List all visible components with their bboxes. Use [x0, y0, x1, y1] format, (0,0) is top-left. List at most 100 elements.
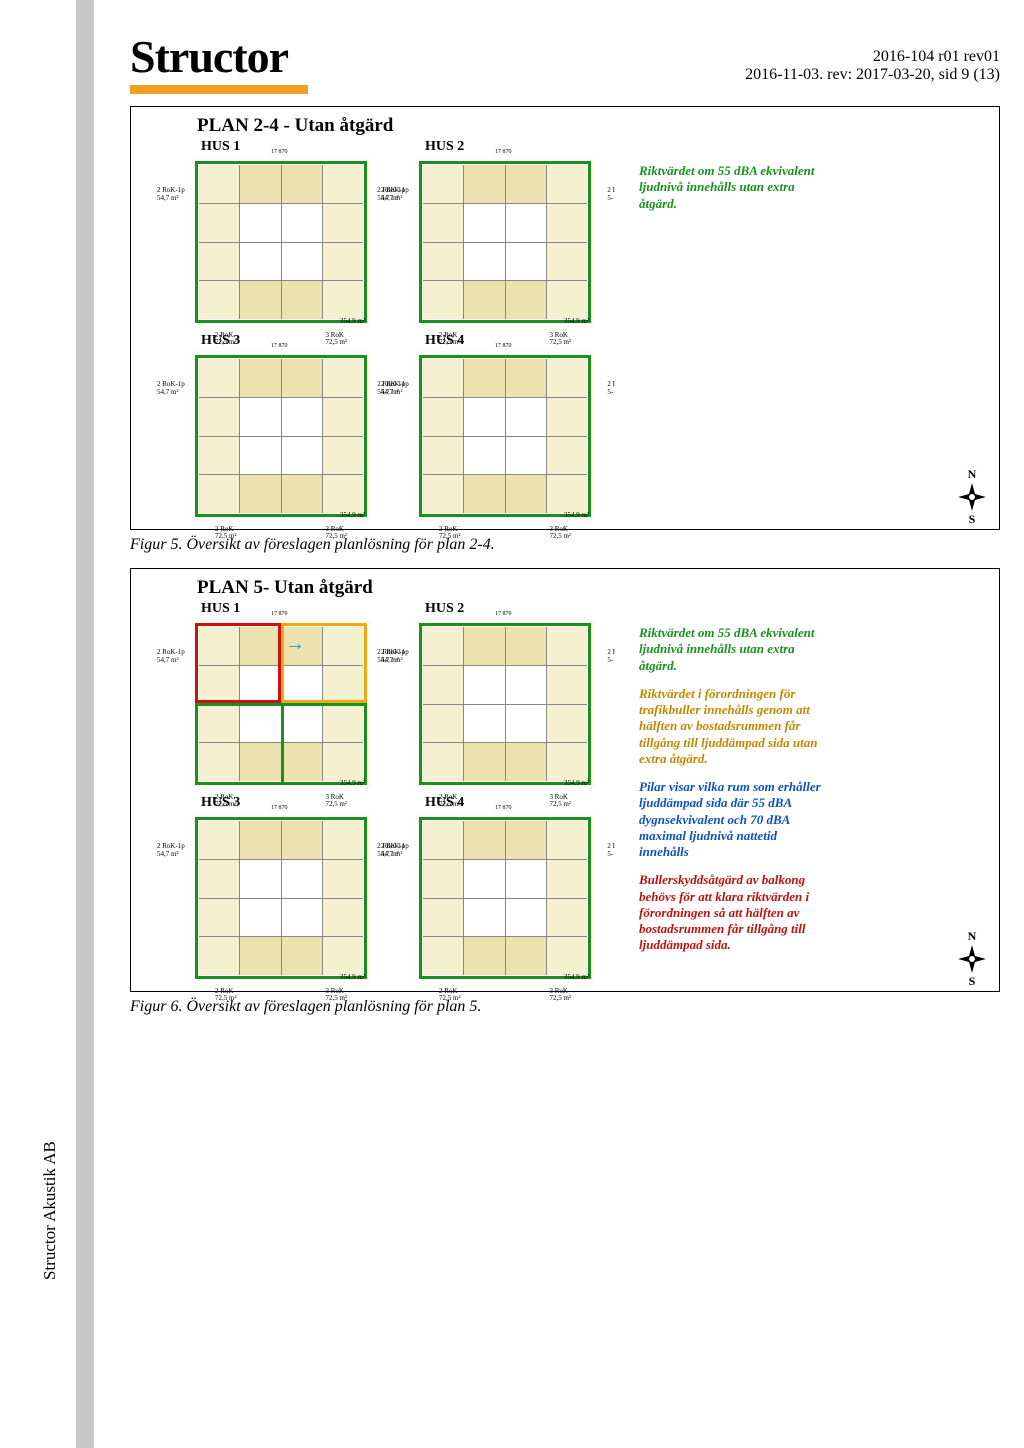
blue-arrow-icon: → — [285, 633, 305, 656]
compass-n: N — [953, 929, 991, 944]
doc-date: 2016-11-03. rev: 2017-03-20, sid 9 (13) — [745, 66, 1000, 84]
compass-icon: N S — [953, 929, 991, 983]
figure-5-box: PLAN 2-4 - Utan åtgärd HUS 1 17 870 2 Ro… — [130, 106, 1000, 530]
f6-hus3-label: HUS 3 — [201, 795, 401, 811]
dim-label: 17 870 — [495, 611, 512, 617]
figure-6-box: PLAN 5- Utan åtgärd HUS 1 17 870 — [130, 568, 1000, 992]
dim-label: 17 870 — [495, 343, 512, 349]
f6-hus1-plan: 17 870 → 2 RoK-1p54,7 m² — [191, 619, 371, 789]
hus4-cell: HUS 4 17 870 2 RoK-1p54,7 m² 2 I5- 2 RoK… — [415, 333, 625, 521]
apt-label-left: 2 RoK-1p54,7 m² — [381, 187, 409, 202]
area-total: 354.9 m² — [564, 779, 589, 787]
f6-hus1-label: HUS 1 — [201, 601, 401, 617]
green-border — [419, 355, 591, 517]
area-total: 354.9 m² — [564, 973, 589, 981]
legend-yellow: Riktvärdet i förordningen för trafikbull… — [639, 686, 829, 767]
area-total: 354.9 m² — [340, 973, 365, 981]
apt-label-bl: 2 RoK72,5 m² — [215, 988, 237, 1003]
green-border-bl — [195, 703, 281, 785]
f6-hus3-cell: HUS 3 17 870 2 RoK-1p54,7 m² 2 RoK-1p54,… — [191, 795, 401, 983]
green-border — [195, 817, 367, 979]
hus2-cell: HUS 2 17 870 2 RoK-1p54,7 m² 2 I5- 2 RoK… — [415, 139, 625, 327]
compass-s: S — [953, 512, 991, 527]
f6-hus3-plan: 17 870 2 RoK-1p54,7 m² 2 RoK-1p54,7 m² 2… — [191, 813, 371, 983]
hus1-label: HUS 1 — [201, 139, 401, 155]
hus3-label: HUS 3 — [201, 333, 401, 349]
compass-s: S — [953, 974, 991, 989]
legend-red: Bullerskyddsåtgärd av balkong behövs för… — [639, 872, 829, 953]
apt-label-br: 3 RoK72,5 m² — [325, 988, 347, 1003]
apt-label-br: 3 RoK72,5 m² — [325, 526, 347, 541]
page-content: Structor 2016-104 r01 rev01 2016-11-03. … — [130, 30, 1000, 1030]
apt-label-bl: 2 RoK72,5 m² — [215, 526, 237, 541]
hus4-plan: 17 870 2 RoK-1p54,7 m² 2 I5- 2 RoK72,5 m… — [415, 351, 595, 521]
hus2-plan: 17 870 2 RoK-1p54,7 m² 2 I5- 2 RoK72,5 m… — [415, 157, 595, 327]
apt-label-right: 2 I5- — [607, 843, 615, 858]
margin-bar — [76, 0, 94, 1448]
dim-label: 17 870 — [271, 805, 288, 811]
logo-underline — [130, 85, 308, 94]
apt-label-bl: 2 RoK72,5 m² — [439, 526, 461, 541]
figure-6-title: PLAN 5- Utan åtgärd — [197, 577, 989, 599]
green-border — [195, 355, 367, 517]
hus3-cell: HUS 3 17 870 2 RoK-1p54,7 m² 2 RoK-1p54,… — [191, 333, 401, 521]
dim-label: 17 870 — [495, 805, 512, 811]
hus2-label: HUS 2 — [425, 139, 625, 155]
page-header: Structor 2016-104 r01 rev01 2016-11-03. … — [130, 30, 1000, 94]
apt-label-bl: 2 RoK72,5 m² — [439, 988, 461, 1003]
apt-label-right: 2 I5- — [607, 649, 615, 664]
apt-label-left: 2 RoK-1p54,7 m² — [157, 381, 185, 396]
hus4-label: HUS 4 — [425, 333, 625, 349]
apt-label-left: 2 RoK-1p54,7 m² — [381, 381, 409, 396]
figure-5-legend: Riktvärdet om 55 dBA ekvivalent ljudnivå… — [639, 139, 829, 327]
figure-5-grid: HUS 1 17 870 2 RoK-1p54,7 m² 2 RoK-1p54,… — [191, 139, 989, 521]
green-border — [419, 817, 591, 979]
apt-label-br: 3 RoK72,5 m² — [549, 988, 571, 1003]
f6-hus4-cell: HUS 4 17 870 2 RoK-1p54,7 m² 2 I5- 2 RoK… — [415, 795, 625, 983]
logo-text: Structor — [130, 30, 308, 83]
f6-hus2-label: HUS 2 — [425, 601, 625, 617]
compass-rose-icon — [957, 482, 987, 512]
figure-6-legend: Riktvärdet om 55 dBA ekvivalent ljudnivå… — [639, 601, 829, 983]
side-company-label: Structor Akustik AB — [40, 1141, 60, 1280]
compass-n: N — [953, 467, 991, 482]
apt-label-left: 2 RoK-1p54,7 m² — [157, 843, 185, 858]
figure-5-title: PLAN 2-4 - Utan åtgärd — [197, 115, 989, 137]
hus3-plan: 17 870 2 RoK-1p54,7 m² 2 RoK-1p54,7 m² 2… — [191, 351, 371, 521]
green-border — [195, 161, 367, 323]
doc-ref: 2016-104 r01 rev01 — [745, 48, 1000, 66]
apt-label-left: 2 RoK-1p54,7 m² — [381, 843, 409, 858]
dim-label: 17 870 — [495, 149, 512, 155]
legend-green: Riktvärdet om 55 dBA ekvivalent ljudnivå… — [639, 163, 829, 212]
dim-label: 17 870 — [271, 611, 288, 617]
legend-blue: Pilar visar vilka rum som erhåller ljudd… — [639, 779, 829, 860]
f6-hus4-plan: 17 870 2 RoK-1p54,7 m² 2 I5- 2 RoK72,5 m… — [415, 813, 595, 983]
compass-icon: N S — [953, 467, 991, 521]
green-border — [419, 623, 591, 785]
apt-label-br: 3 RoK72,5 m² — [549, 526, 571, 541]
compass-rose-icon — [957, 944, 987, 974]
figure-6-grid: HUS 1 17 870 → — [191, 601, 989, 983]
hus1-cell: HUS 1 17 870 2 RoK-1p54,7 m² 2 RoK-1p54,… — [191, 139, 401, 327]
doc-meta: 2016-104 r01 rev01 2016-11-03. rev: 2017… — [745, 30, 1000, 84]
hus1-plan: 17 870 2 RoK-1p54,7 m² 2 RoK-1p54,7 m² 2… — [191, 157, 371, 327]
apt-label-right: 2 I5- — [607, 187, 615, 202]
area-total: 354.9 m² — [564, 511, 589, 519]
area-total: 354.9 m² — [340, 511, 365, 519]
apt-label-left: 2 RoK-1p54,7 m² — [157, 187, 185, 202]
red-border — [195, 623, 281, 703]
area-total: 354.9 m² — [564, 317, 589, 325]
f6-hus1-cell: HUS 1 17 870 → — [191, 601, 401, 789]
f6-hus4-label: HUS 4 — [425, 795, 625, 811]
dim-label: 17 870 — [271, 149, 288, 155]
dim-label: 17 870 — [271, 343, 288, 349]
apt-label-left: 2 RoK-1p54,7 m² — [381, 649, 409, 664]
logo: Structor — [130, 30, 308, 94]
area-total: 354.9 m² — [340, 317, 365, 325]
area-total: 354.9 m² — [340, 779, 365, 787]
green-border-br — [281, 703, 367, 785]
apt-label-left: 2 RoK-1p54,7 m² — [157, 649, 185, 664]
legend-green: Riktvärdet om 55 dBA ekvivalent ljudnivå… — [639, 625, 829, 674]
f6-hus2-plan: 17 870 2 RoK-1p54,7 m² 2 I5- 2 RoK72,5 m… — [415, 619, 595, 789]
apt-label-right: 2 I5- — [607, 381, 615, 396]
